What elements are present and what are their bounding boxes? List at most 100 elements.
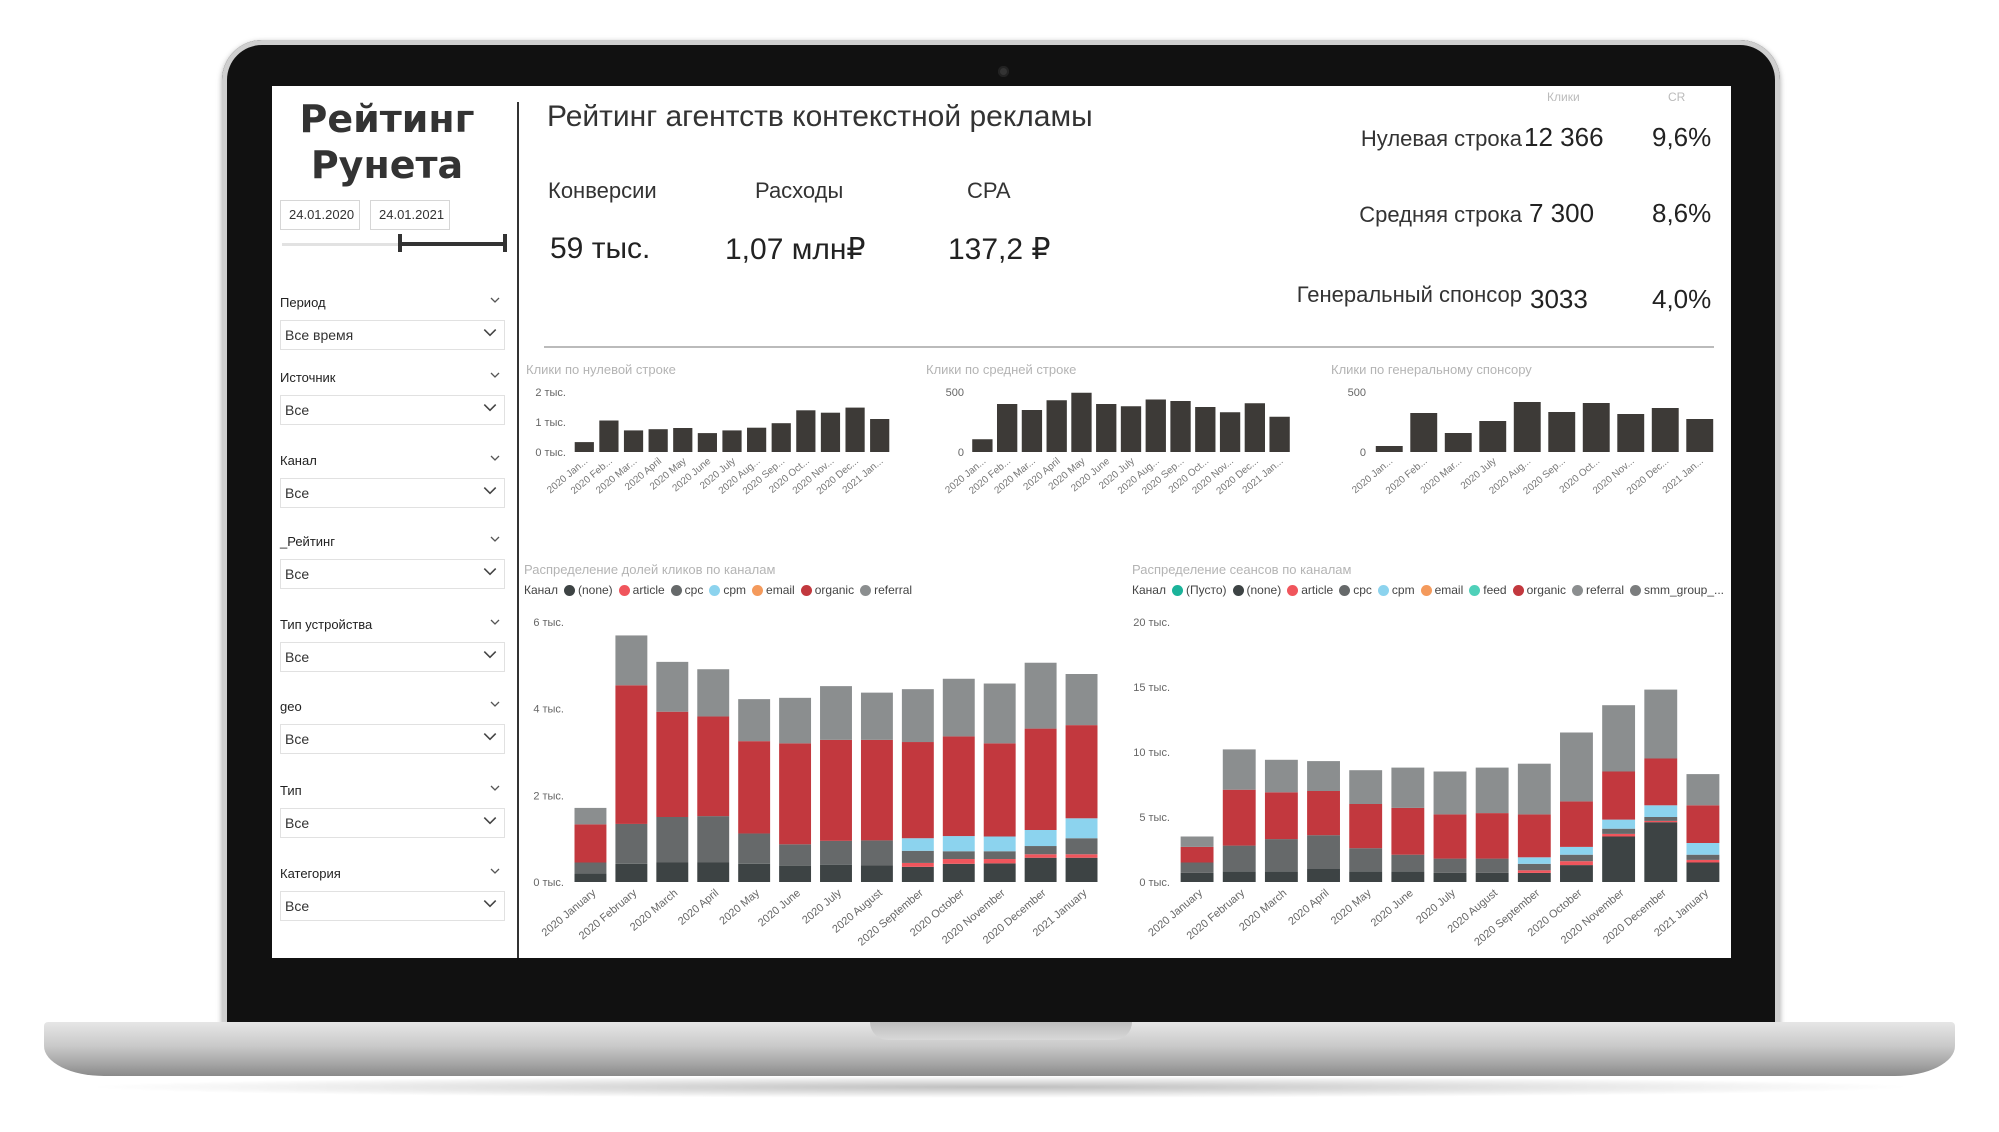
bar-segment-organic[interactable] [574, 824, 607, 863]
bar-segment-referral[interactable] [574, 807, 607, 825]
filter-dropdown[interactable]: Все время [280, 320, 505, 350]
bar[interactable] [697, 433, 717, 452]
bar-segment-none[interactable] [1349, 871, 1383, 882]
legend-item-empty[interactable]: (Пусто) [1171, 583, 1227, 597]
bar[interactable] [623, 430, 644, 452]
bar-segment-referral[interactable] [1264, 759, 1298, 793]
bar-segment-organic[interactable] [779, 743, 812, 845]
legend-item-email[interactable]: email [752, 583, 795, 597]
bar-segment-organic[interactable] [1264, 792, 1298, 840]
bar-segment-none[interactable] [1433, 872, 1467, 882]
collapse-chevron-icon[interactable] [489, 533, 501, 545]
bar-segment-cpm[interactable] [901, 838, 934, 851]
bar-segment-cpm[interactable] [1602, 819, 1636, 829]
bar-segment-article[interactable] [1602, 833, 1636, 837]
legend-item-referral[interactable]: referral [860, 583, 912, 597]
collapse-chevron-icon[interactable] [489, 698, 501, 710]
bar-segment-referral[interactable] [779, 697, 812, 744]
bar-segment-none[interactable] [1180, 872, 1214, 882]
bar-segment-cpm[interactable] [1644, 805, 1678, 817]
bar-segment-none[interactable] [1686, 862, 1720, 883]
bar-segment-none[interactable] [1644, 822, 1678, 882]
bar-segment-organic[interactable] [820, 739, 852, 841]
bar-segment-none[interactable] [1602, 836, 1636, 883]
collapse-chevron-icon[interactable] [489, 294, 501, 306]
bar-segment-none[interactable] [615, 863, 648, 882]
bar-segment-none[interactable] [779, 865, 812, 882]
bar-segment-article[interactable] [1065, 854, 1098, 858]
bar-segment-cpm[interactable] [1686, 843, 1720, 855]
bar-segment-cpc[interactable] [1349, 848, 1383, 872]
bar-segment-cpc[interactable] [1517, 863, 1551, 871]
bar-segment-article[interactable] [1686, 859, 1720, 863]
bar-segment-cpc[interactable] [656, 817, 689, 863]
bar-segment-cpc[interactable] [1307, 835, 1340, 869]
bar-segment-none[interactable] [983, 863, 1016, 882]
bar-segment-article[interactable] [942, 859, 975, 864]
bar[interactable] [972, 439, 993, 452]
bar[interactable] [1096, 404, 1117, 452]
bar-segment-cpc[interactable] [779, 844, 812, 866]
bar-segment-referral[interactable] [860, 692, 893, 740]
bar-segment-organic[interactable] [1065, 725, 1098, 819]
bar-segment-organic[interactable] [1307, 791, 1340, 836]
bar-segment-cpm[interactable] [1024, 830, 1057, 847]
bar-segment-cpc[interactable] [942, 851, 975, 860]
bar-segment-organic[interactable] [901, 742, 934, 839]
bar[interactable] [1582, 403, 1610, 452]
bar-segment-cpc[interactable] [1602, 828, 1636, 834]
bar-segment-referral[interactable] [942, 678, 975, 737]
bar[interactable] [1375, 446, 1403, 452]
bar-segment-none[interactable] [1560, 865, 1593, 882]
bar-segment-cpc[interactable] [901, 850, 934, 863]
legend-item-email[interactable]: email [1420, 583, 1463, 597]
bar-segment-organic[interactable] [697, 716, 730, 817]
bar-segment-referral[interactable] [1349, 770, 1383, 804]
bar-segment-referral[interactable] [615, 635, 648, 686]
date-slider-start-handle[interactable] [398, 234, 402, 252]
legend-item-article[interactable]: article [618, 583, 665, 597]
bar[interactable] [796, 410, 816, 452]
date-slider-end-handle[interactable] [503, 234, 507, 252]
bar-segment-organic[interactable] [1433, 814, 1467, 859]
filter-dropdown[interactable]: Все [280, 395, 505, 425]
bar-segment-cpc[interactable] [1475, 858, 1509, 873]
bar-segment-none[interactable] [901, 866, 934, 882]
bar-segment-organic[interactable] [615, 685, 648, 824]
bar[interactable] [1513, 402, 1541, 452]
bar[interactable] [1244, 403, 1266, 452]
filter-dropdown[interactable]: Все [280, 559, 505, 589]
collapse-chevron-icon[interactable] [489, 369, 501, 381]
bar-segment-referral[interactable] [1222, 749, 1256, 790]
bar-segment-none[interactable] [1065, 857, 1098, 882]
legend-item-cpc[interactable]: cpc [1339, 583, 1372, 597]
bar[interactable] [1071, 392, 1092, 452]
bar-segment-organic[interactable] [1602, 771, 1636, 820]
bar-segment-referral[interactable] [1391, 767, 1425, 808]
date-slider-track[interactable] [282, 243, 504, 246]
bar-segment-organic[interactable] [1686, 805, 1720, 843]
bar-segment-none[interactable] [574, 873, 607, 882]
legend-item-none[interactable]: (none) [1232, 583, 1281, 597]
bar-segment-organic[interactable] [1349, 804, 1383, 849]
bar-segment-organic[interactable] [1222, 789, 1256, 846]
bar[interactable] [1170, 401, 1191, 452]
bar-segment-article[interactable] [901, 862, 934, 867]
bar-segment-none[interactable] [860, 865, 893, 882]
bar-segment-organic[interactable] [1644, 758, 1678, 806]
bar-segment-organic[interactable] [656, 711, 689, 817]
bar-segment-organic[interactable] [738, 741, 771, 834]
bar-segment-cpc[interactable] [1264, 839, 1298, 872]
bar-segment-article[interactable] [1024, 854, 1057, 858]
bar-segment-referral[interactable] [820, 686, 852, 740]
bar-segment-referral[interactable] [738, 699, 771, 742]
legend-item-cpc[interactable]: cpc [670, 583, 703, 597]
collapse-chevron-icon[interactable] [489, 782, 501, 794]
bar-segment-organic[interactable] [1475, 813, 1509, 859]
bar-segment-referral[interactable] [1644, 689, 1678, 759]
bar-segment-cpc[interactable] [1222, 845, 1256, 872]
bar[interactable] [845, 407, 865, 452]
bar-segment-none[interactable] [697, 862, 730, 883]
date-from-input[interactable]: 24.01.2020 [280, 200, 360, 230]
bar-segment-cpm[interactable] [942, 836, 975, 852]
